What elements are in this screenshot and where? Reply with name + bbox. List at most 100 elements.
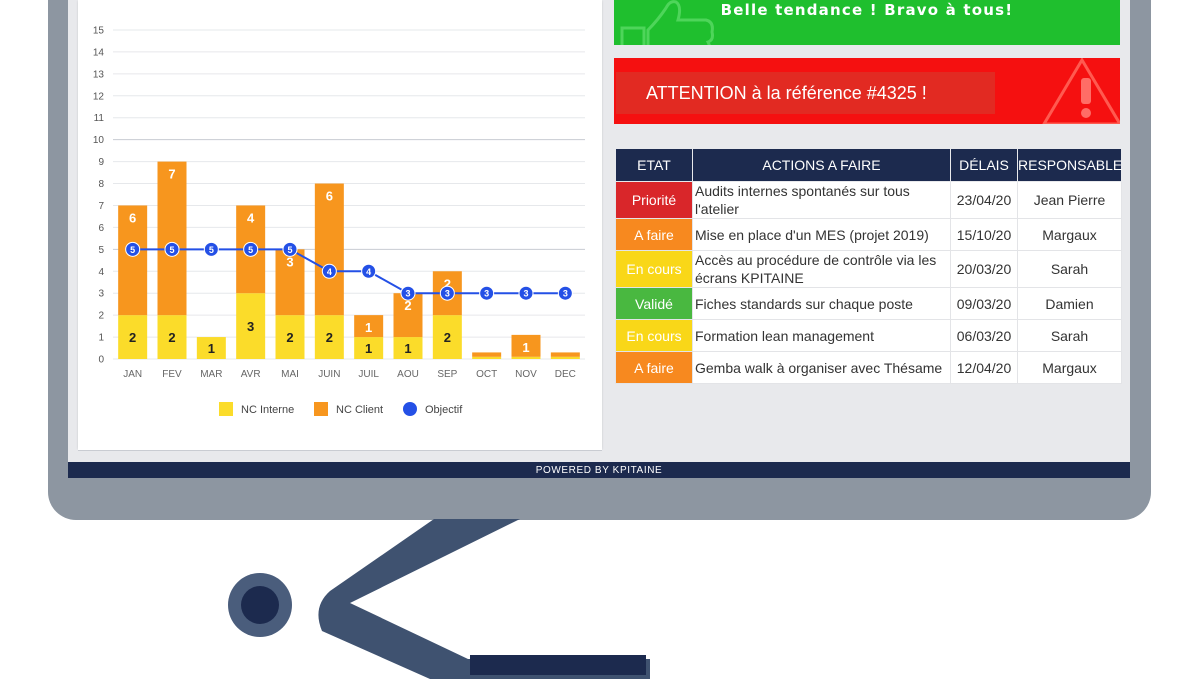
y-tick-label: 1 <box>98 333 104 344</box>
success-banner: Belle tendance ! Bravo à tous! <box>614 0 1120 45</box>
bar-value-label: 1 <box>208 341 215 356</box>
deadline-cell: 12/04/20 <box>950 351 1018 384</box>
owner-cell: Damien <box>1017 287 1122 320</box>
x-tick-label: NOV <box>515 369 537 380</box>
objectif-point <box>439 285 455 301</box>
bar-nc-client <box>354 315 384 338</box>
y-tick-label: 11 <box>94 113 105 124</box>
bar-value-label: 2 <box>444 276 451 291</box>
nc-chart: 012345678910111213141526JAN27FEV1MAR34AV… <box>93 26 585 416</box>
objectif-point <box>321 263 337 279</box>
bar-nc-client <box>157 161 187 316</box>
objectif-point-label: 5 <box>169 245 174 255</box>
stand-base <box>470 655 646 675</box>
y-tick-label: 12 <box>93 91 105 102</box>
action-cell: Fiches standards sur chaque poste <box>692 287 951 320</box>
bar-nc-interne <box>196 337 226 359</box>
bar-nc-client <box>472 352 502 357</box>
y-tick-label: 3 <box>98 289 104 300</box>
x-tick-label: JUIN <box>318 369 340 380</box>
objectif-point <box>125 241 141 257</box>
bar-nc-interne <box>157 315 187 359</box>
bar-nc-interne <box>314 315 344 359</box>
x-tick-label: AVR <box>241 369 261 380</box>
owner-cell: Sarah <box>1017 250 1122 288</box>
alert-banner-panel <box>616 72 995 114</box>
table-row: Validé Fiches standards sur chaque poste 0… <box>615 287 1122 320</box>
bar-value-label: 1 <box>365 341 372 356</box>
objectif-point <box>361 263 377 279</box>
owner-cell: Margaux <box>1017 351 1122 384</box>
y-tick-label: 4 <box>98 267 104 278</box>
bar-nc-interne <box>393 337 423 359</box>
bar-value-label: 1 <box>404 341 411 356</box>
bar-value-label: 2 <box>404 298 411 313</box>
bar-value-label: 7 <box>168 167 175 182</box>
y-tick-label: 10 <box>93 135 105 146</box>
owner-cell: Margaux <box>1017 218 1122 251</box>
bar-nc-client <box>118 205 148 316</box>
bar-nc-interne <box>118 315 148 359</box>
bar-value-label: 3 <box>247 319 254 334</box>
state-cell: Priorité <box>615 181 693 219</box>
bar-value-label: 2 <box>129 330 136 345</box>
table-header-row: ETAT ACTIONS A FAIRE DÉLAIS RESPONSABLE <box>615 148 1122 182</box>
objectif-point-label: 4 <box>327 267 332 277</box>
table-row: A faire Gemba walk à organiser avec Thésa… <box>615 351 1122 384</box>
col-header-delais: DÉLAIS <box>950 148 1018 182</box>
y-tick-label: 9 <box>98 157 104 168</box>
x-tick-label: JUIL <box>358 369 379 380</box>
legend-label: NC Interne <box>241 404 294 416</box>
bar-nc-interne <box>511 356 541 359</box>
bar-nc-interne <box>236 293 266 359</box>
bar-value-label: 2 <box>444 330 451 345</box>
action-cell: Audits internes spontanés sur tous l'ate… <box>692 181 951 219</box>
table-row: A faire Mise en place d'un MES (projet 20… <box>615 218 1122 251</box>
bar-value-label: 2 <box>286 330 293 345</box>
y-tick-label: 13 <box>93 69 105 80</box>
objectif-point-label: 3 <box>523 289 528 299</box>
objectif-point <box>282 241 298 257</box>
state-cell: A faire <box>615 218 693 251</box>
objectif-point-label: 3 <box>563 289 568 299</box>
action-cell: Mise en place d'un MES (projet 2019) <box>692 218 951 251</box>
col-header-actions: ACTIONS A FAIRE <box>692 148 951 182</box>
x-tick-label: MAI <box>281 369 299 380</box>
y-tick-label: 14 <box>93 47 105 58</box>
y-tick-label: 15 <box>93 26 105 37</box>
objectif-point <box>164 241 180 257</box>
objectif-point-label: 4 <box>366 267 371 277</box>
bar-value-label: 6 <box>129 210 136 225</box>
state-cell: A faire <box>615 351 693 384</box>
bar-value-label: 1 <box>522 340 529 355</box>
y-tick-label: 2 <box>98 311 104 322</box>
objectif-point <box>400 285 416 301</box>
objectif-point-label: 5 <box>287 245 292 255</box>
x-tick-label: SEP <box>437 369 457 380</box>
legend-label: NC Client <box>336 404 383 416</box>
bar-value-label: 2 <box>168 330 175 345</box>
table-row: En cours Accès au procédure de contrôle v… <box>615 250 1122 288</box>
objectif-point-label: 3 <box>484 289 489 299</box>
x-tick-label: AOU <box>397 369 419 380</box>
objectif-point <box>479 285 495 301</box>
state-cell: En cours <box>615 319 693 352</box>
bar-nc-interne <box>550 356 580 359</box>
x-tick-label: FEV <box>162 369 182 380</box>
legend-swatch <box>403 402 417 416</box>
action-cell: Accès au procédure de contrôle via les é… <box>692 250 951 288</box>
deadline-cell: 23/04/20 <box>950 181 1018 219</box>
x-tick-label: JAN <box>123 369 142 380</box>
objectif-point-label: 5 <box>209 245 214 255</box>
bar-value-label: 4 <box>247 210 255 225</box>
bar-nc-client <box>275 249 305 316</box>
owner-cell: Jean Pierre <box>1017 181 1122 219</box>
bar-nc-client <box>314 183 344 316</box>
bar-value-label: 2 <box>326 330 333 345</box>
objectif-point <box>243 241 259 257</box>
bar-value-label: 1 <box>365 320 372 335</box>
legend-swatch <box>219 402 233 416</box>
objectif-point-label: 5 <box>130 245 135 255</box>
chart-panel-edge <box>78 448 602 451</box>
objectif-point-label: 5 <box>248 245 253 255</box>
